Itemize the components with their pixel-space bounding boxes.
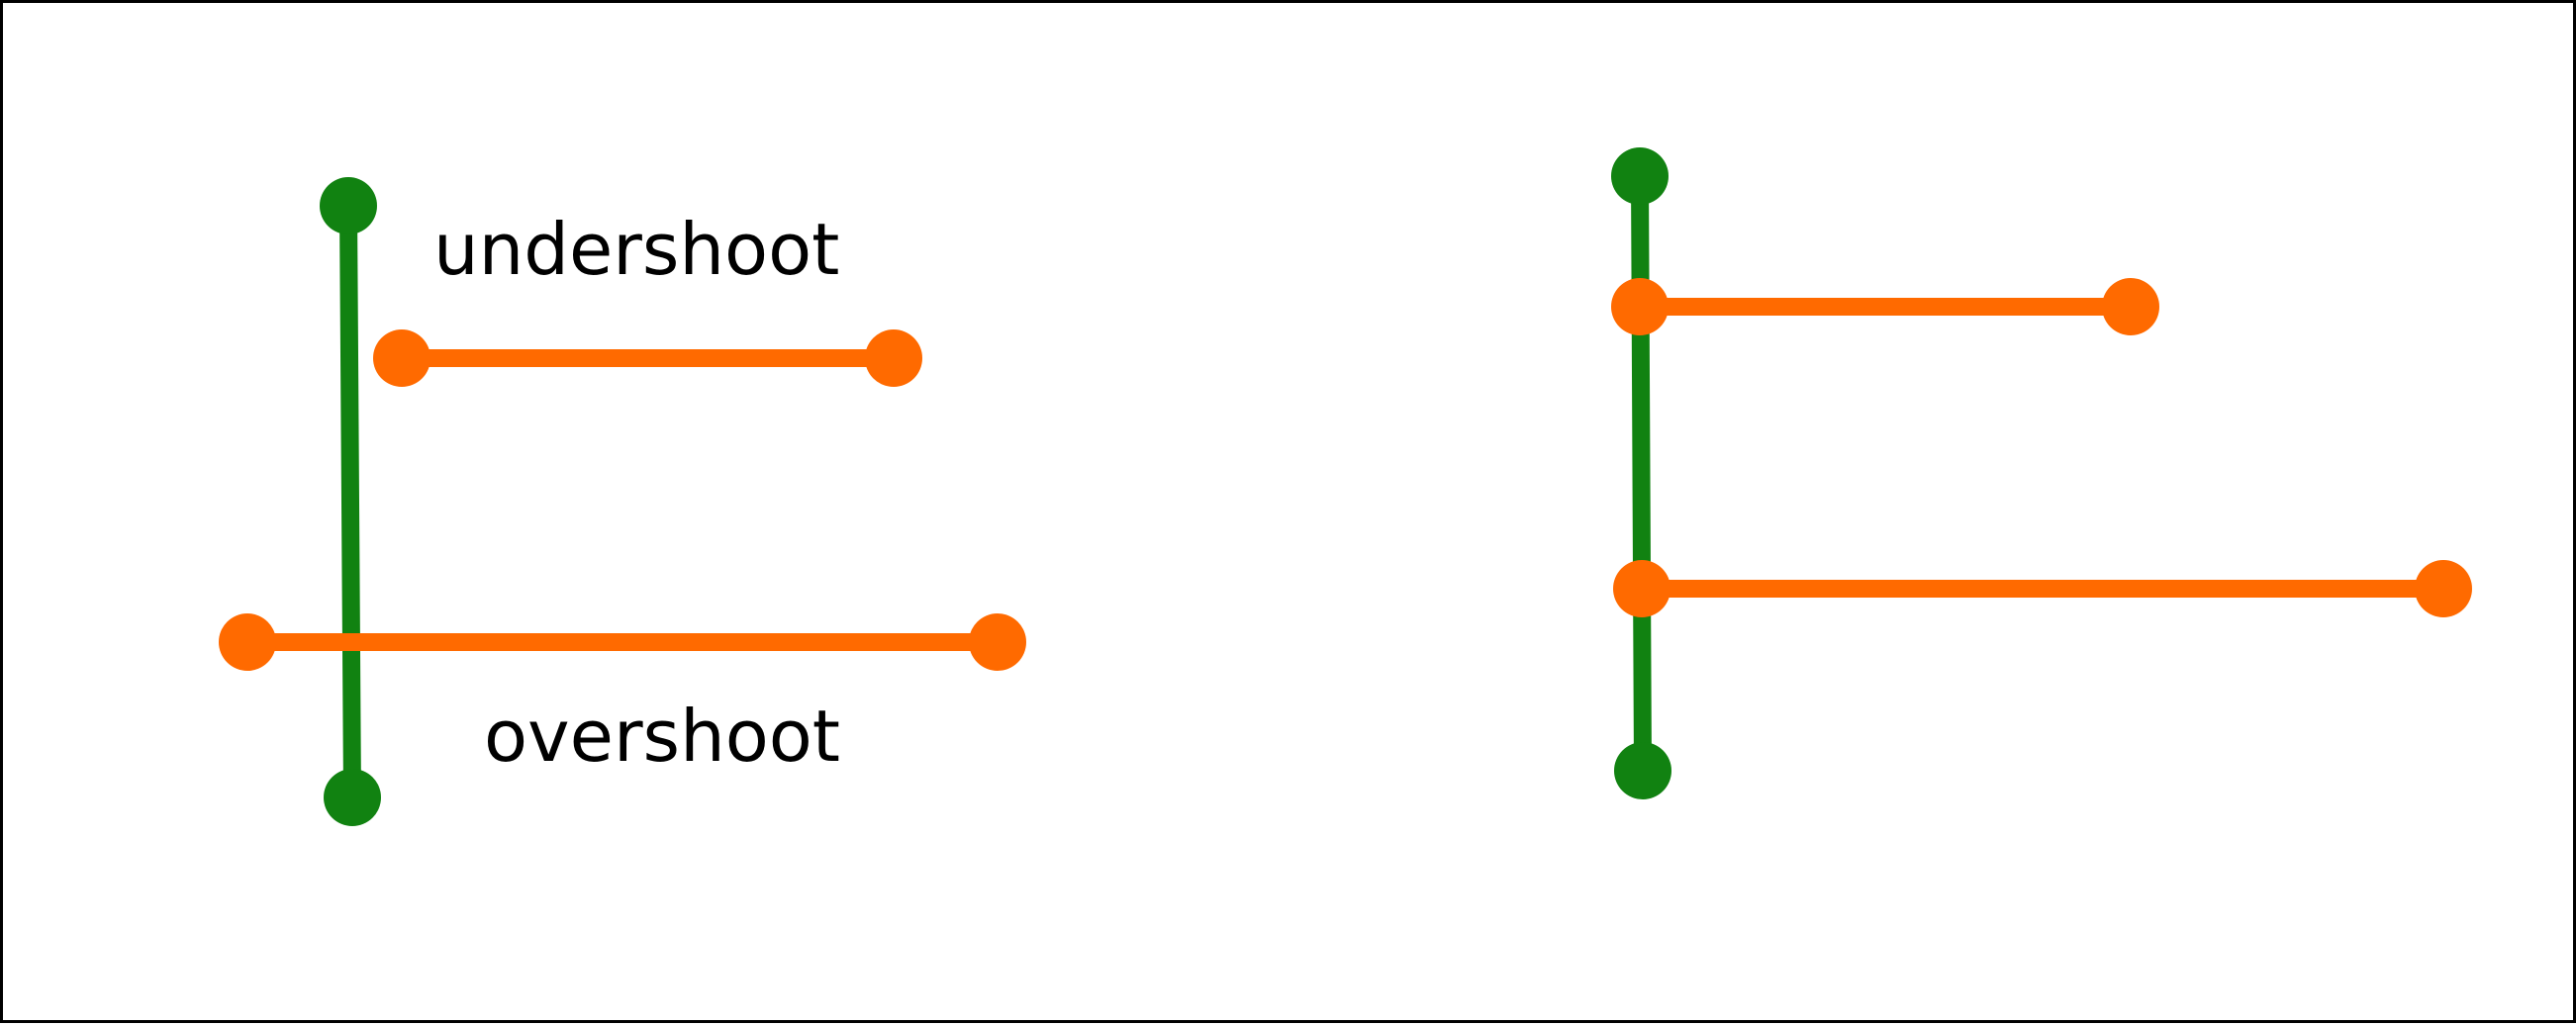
overshoot-right-endpoint xyxy=(969,613,1026,671)
undershoot-label: undershoot xyxy=(433,208,839,291)
overshoot-label: overshoot xyxy=(484,695,840,778)
left-vertical-bottom-endpoint xyxy=(324,769,381,826)
diagram-svg: undershoot overshoot xyxy=(219,147,2472,826)
right-vertical-top-endpoint xyxy=(1611,147,1669,205)
right-vertical-bottom-endpoint xyxy=(1614,742,1671,799)
right-lower-right-endpoint xyxy=(2415,560,2472,617)
right-upper-left-endpoint xyxy=(1611,278,1669,335)
right-lower-left-endpoint xyxy=(1613,560,1670,617)
left-panel: undershoot overshoot xyxy=(219,177,1026,826)
right-panel xyxy=(1611,147,2472,799)
left-vertical-top-endpoint xyxy=(320,177,377,234)
overshoot-left-endpoint xyxy=(219,613,276,671)
undershoot-left-endpoint xyxy=(373,329,430,387)
undershoot-right-endpoint xyxy=(865,329,922,387)
left-vertical-segment xyxy=(339,197,361,806)
right-vertical-segment xyxy=(1631,167,1652,780)
right-upper-right-endpoint xyxy=(2102,278,2159,335)
